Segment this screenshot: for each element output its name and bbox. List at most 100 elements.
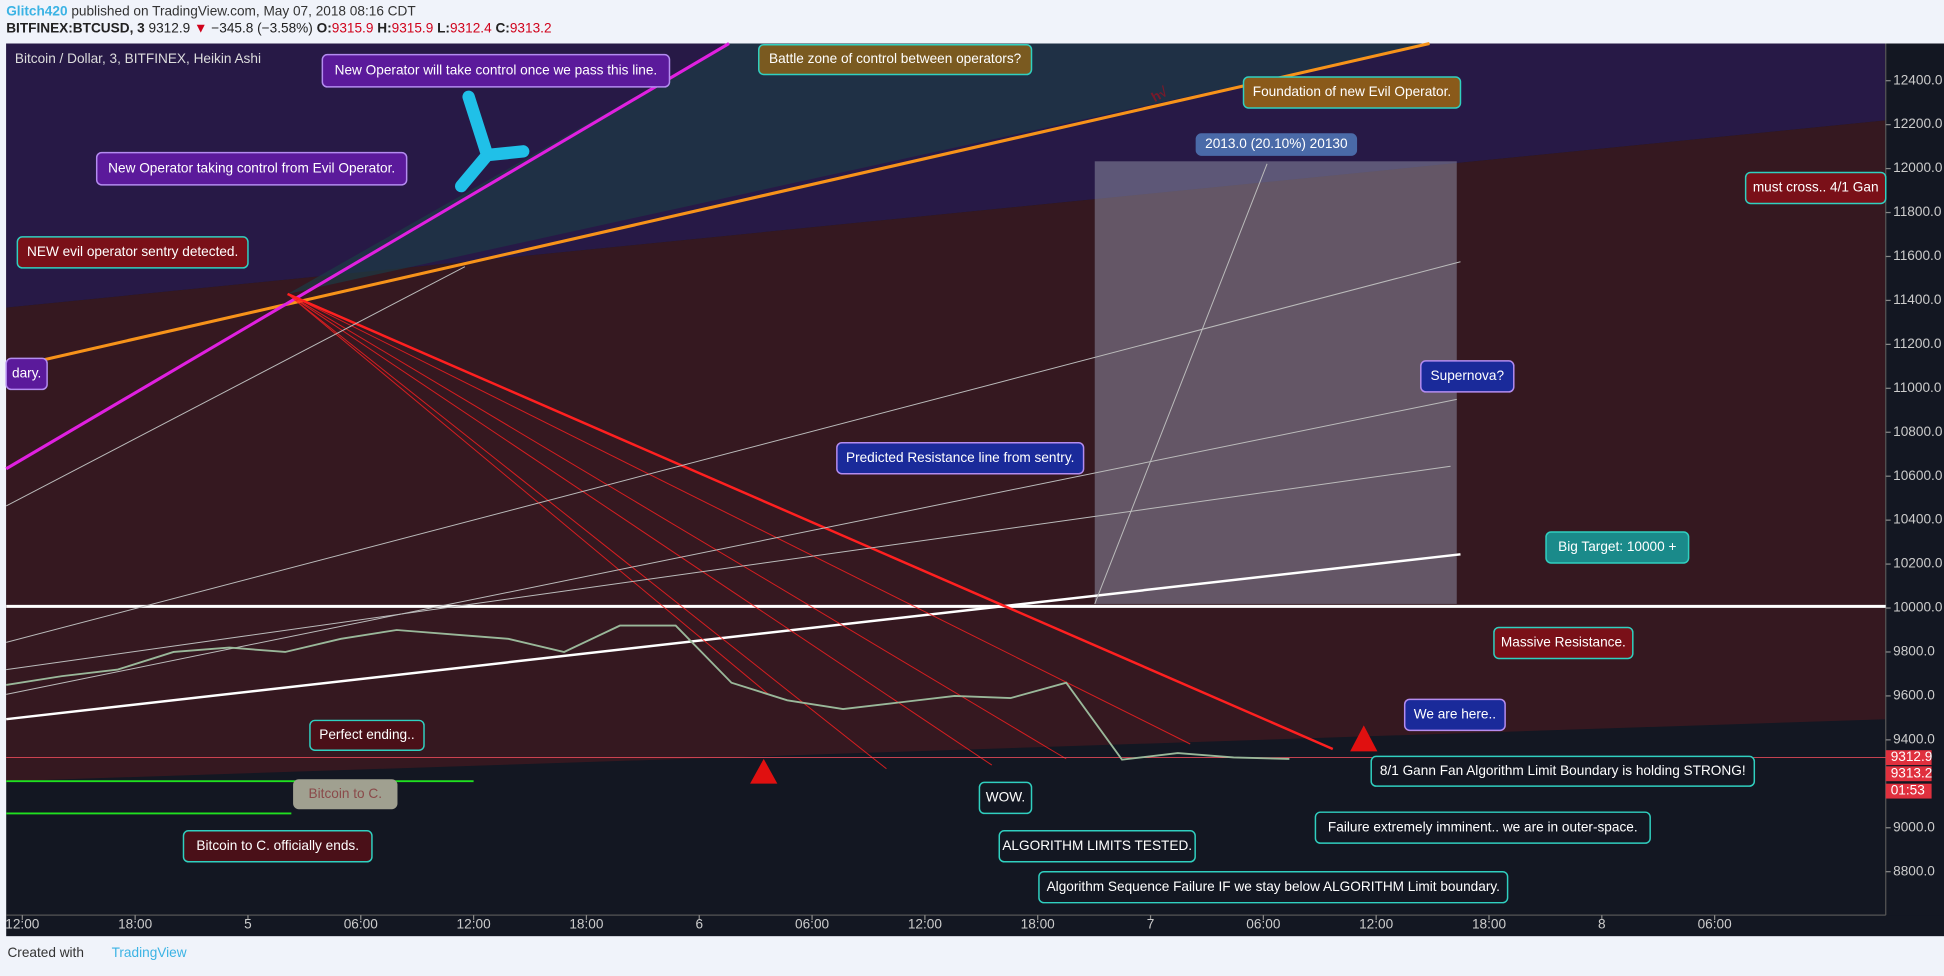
- annotation-text: Bitcoin to C. officially ends.: [196, 838, 359, 853]
- projection-lines: [5, 163, 1461, 695]
- red-trendline: [287, 292, 1334, 751]
- y-tick-label: 12000.0: [1893, 160, 1943, 175]
- annotation-box: [758, 44, 1033, 76]
- annotation-box: [5, 357, 48, 391]
- annotation-box: [1314, 811, 1651, 844]
- annotation-text: Massive Resistance.: [1501, 635, 1626, 650]
- x-tick-label: 12:00: [1359, 917, 1394, 932]
- y-tick-label: 12200.0: [1893, 116, 1943, 131]
- y-tick-label: 11600.0: [1893, 248, 1942, 263]
- annotation-box: [1545, 531, 1690, 564]
- y-tick-label: 9600.0: [1893, 688, 1935, 703]
- header-line2: BITFINEX:BTCUSD, 3 9312.9 ▼ −345.8 (−3.5…: [6, 20, 551, 35]
- magenta-trendline: [5, 42, 730, 471]
- y-tick-label: 10200.0: [1893, 556, 1943, 571]
- annotation-box: [1370, 755, 1756, 787]
- low: 9312.4: [450, 20, 492, 35]
- hand-drawn-icon: [455, 90, 530, 193]
- footer-created: Created with: [7, 945, 84, 960]
- x-tick-label: 7: [1147, 917, 1155, 932]
- annotation-text: Battle zone of control between operators…: [769, 51, 1022, 66]
- annotation-box: [1403, 698, 1506, 732]
- annotation-box: [998, 830, 1196, 863]
- price-label: 9312.9: [1891, 749, 1933, 764]
- price-label-bg: [1885, 750, 1932, 766]
- x-tick-label: 18:00: [569, 917, 604, 932]
- y-tick-label: 9400.0: [1893, 731, 1935, 746]
- x-tick-label: 12:00: [5, 917, 40, 932]
- warning-icon: [1350, 725, 1378, 752]
- annotation-box: [321, 53, 671, 88]
- y-tick-label: 9800.0: [1893, 644, 1935, 659]
- warning-icon: [750, 758, 778, 784]
- y-tick-label: 10600.0: [1893, 468, 1943, 483]
- annotation-text: WOW.: [986, 790, 1025, 805]
- orange-trendline: [5, 42, 1430, 370]
- change: −345.8 (−3.58%): [211, 20, 313, 35]
- annotation-box: [95, 151, 408, 186]
- x-tick-label: 06:00: [1698, 917, 1733, 932]
- y-tick-label: 11000.0: [1893, 380, 1942, 395]
- annotation-text: Foundation of new Evil Operator.: [1253, 84, 1451, 99]
- x-tick-label: 18:00: [1472, 917, 1507, 932]
- annotation-box: [16, 236, 249, 269]
- x-tick-label: 18:00: [118, 917, 153, 932]
- annotation-box: [1242, 76, 1462, 109]
- annotation-box: [978, 781, 1033, 815]
- chart-legend: Bitcoin / Dollar, 3, BITFINEX, Heikin As…: [15, 51, 261, 66]
- annotation-box: [1744, 171, 1887, 205]
- annotation-text: 2013.0 (20.10%) 20130: [1205, 136, 1348, 151]
- l-label: L:: [437, 20, 450, 35]
- logo-scribble: h√: [1149, 84, 1171, 105]
- published: published on TradingView.com, May 07, 20…: [68, 3, 417, 18]
- y-tick-label: 8800.0: [1893, 863, 1935, 878]
- annotation-text: Perfect ending..: [319, 727, 414, 742]
- y-tick-label: 11400.0: [1893, 292, 1942, 307]
- y-tick-label: 11200.0: [1893, 336, 1942, 351]
- price-line: [6, 624, 1290, 761]
- x-tick-label: 06:00: [1246, 917, 1281, 932]
- price-label: 01:53: [1891, 783, 1925, 798]
- y-tick-label: 11800.0: [1893, 204, 1942, 219]
- annotation-box: [309, 719, 425, 751]
- price-label: 9313.2: [1891, 765, 1933, 780]
- x-tick-label: 06:00: [795, 917, 830, 932]
- annotation-text: Bitcoin to C.: [309, 786, 382, 801]
- annotation-text: dary.: [12, 366, 41, 381]
- annotation-text: Algorithm Sequence Failure IF we stay be…: [1047, 879, 1500, 894]
- y-tick-label: 10800.0: [1893, 424, 1943, 439]
- y-tick-label: 12400.0: [1893, 72, 1943, 87]
- white-trendline: [6, 553, 1461, 721]
- price-label-bg: [1885, 783, 1932, 799]
- o-label: O:: [317, 20, 332, 35]
- measure-box: [1094, 161, 1457, 604]
- annotation-text: Supernova?: [1431, 368, 1505, 383]
- x-tick-label: 12:00: [908, 917, 943, 932]
- footer-brand: TradingView: [112, 945, 187, 960]
- x-tick-label: 18:00: [1021, 917, 1056, 932]
- annotation-text: NEW evil operator sentry detected.: [27, 244, 238, 259]
- y-tick-label: 10000.0: [1893, 600, 1943, 615]
- c-label: C:: [495, 20, 509, 35]
- annotation-text: Big Target: 10000 +: [1558, 539, 1676, 554]
- annotation-box: [1493, 626, 1634, 660]
- open: 9315.9: [332, 20, 374, 35]
- symbol: BITFINEX:BTCUSD, 3: [6, 20, 145, 35]
- annotation-box: [293, 779, 398, 810]
- x-tick-label: 06:00: [344, 917, 379, 932]
- close: 9313.2: [510, 20, 552, 35]
- annotation-text: Predicted Resistance line from sentry.: [846, 450, 1074, 465]
- x-tick-label: 6: [695, 917, 703, 932]
- author[interactable]: Glitch420: [6, 3, 68, 18]
- gann-fan: [287, 293, 1191, 770]
- annotation-text: New Operator will take control once we p…: [335, 62, 658, 77]
- annotation-text: New Operator taking control from Evil Op…: [108, 160, 395, 175]
- high: 9315.9: [392, 20, 434, 35]
- price-label-bg: [1885, 766, 1932, 782]
- annotation-box: [1038, 870, 1509, 904]
- y-tick-label: 10400.0: [1893, 512, 1943, 527]
- annotation-box: [182, 830, 373, 863]
- arrow: ▼: [194, 20, 207, 35]
- annotation-text: must cross.. 4/1 Gan: [1753, 180, 1879, 195]
